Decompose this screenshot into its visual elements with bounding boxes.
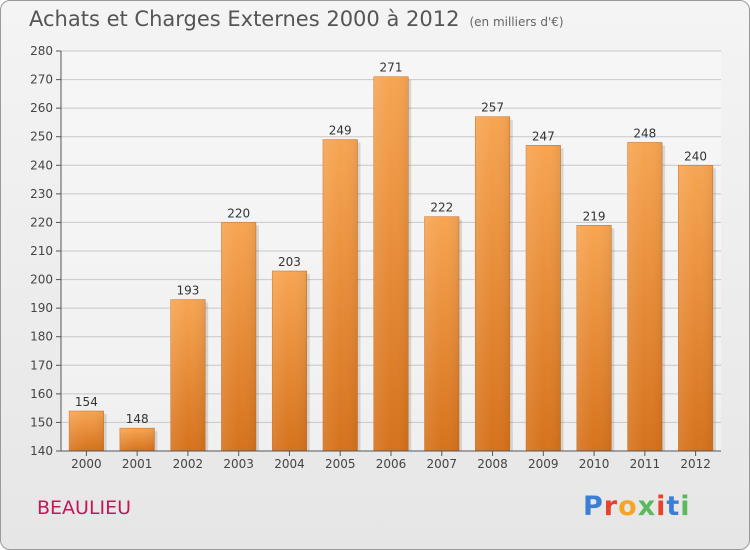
data-labels: 154 148 193 220 203 249 271 222 257 247 219 248 240 [75,61,707,426]
y-tick-label: 220 [30,215,53,229]
data-label: 154 [75,395,98,409]
bars [68,76,716,452]
data-label: 203 [278,255,301,269]
logo-letter: t [666,491,681,522]
y-tick-label: 280 [30,44,53,58]
x-tick-label: 2010 [579,457,610,471]
x-tick-label: 2005 [325,457,356,471]
data-label: 248 [633,126,656,140]
data-label: 222 [430,201,453,215]
y-tick-label: 200 [30,273,53,287]
x-tick-label: 2009 [528,457,559,471]
data-label: 219 [583,209,606,223]
y-tick-label: 210 [30,244,53,258]
x-tick-label: 2011 [630,457,661,471]
x-tick-label: 2000 [71,457,102,471]
bar-highlight [373,76,409,451]
data-label: 257 [481,101,504,115]
logo-letter: i [680,491,691,522]
bar-highlight [69,411,104,451]
chart-title-text: Achats et Charges Externes 2000 à 2012 [29,7,460,31]
bar-highlight [221,222,256,451]
x-tick-label: 2012 [680,457,711,471]
bar-highlight [678,165,713,452]
bar-highlight [627,142,663,451]
data-label: 240 [684,149,707,163]
logo-letter: P [583,491,604,522]
y-tick-label: 250 [30,130,53,144]
bar-highlight [322,139,358,452]
y-tick-label: 140 [30,444,53,458]
proxiti-logo[interactable]: Proxiti [583,491,691,522]
data-label: 271 [380,61,403,75]
x-tick-label: 2008 [477,457,508,471]
y-tick-label: 240 [30,158,53,172]
bar-highlight [272,271,307,451]
x-tick-label: 2004 [274,457,305,471]
y-tick-label: 180 [30,330,53,344]
bar-highlight [576,225,612,451]
x-tick-label: 2003 [223,457,254,471]
logo-letter: i [656,491,667,522]
data-label: 247 [532,129,555,143]
logo-letter: r [603,491,619,522]
data-label: 193 [176,284,199,298]
y-tick-label: 260 [30,101,53,115]
y-tick-label: 190 [30,301,53,315]
data-label: 148 [126,412,149,426]
bar-highlight [424,216,460,451]
bar-highlight [119,428,155,451]
bar-highlight [170,299,206,451]
x-tick-label: 2007 [426,457,457,471]
chart-title: Achats et Charges Externes 2000 à 2012 (e… [29,7,564,31]
bar-highlight [475,116,510,451]
x-tick-label: 2006 [376,457,407,471]
chart-subtitle: (en milliers d'€) [469,15,564,29]
bar-highlight [526,145,561,452]
logo-letter: x [637,491,657,522]
y-tick-label: 230 [30,187,53,201]
data-label: 220 [227,206,250,220]
logo-letter: o [618,491,638,522]
y-tick-label: 150 [30,415,53,429]
x-tick-label: 2002 [173,457,204,471]
y-tick-label: 170 [30,358,53,372]
data-label: 249 [329,124,352,138]
y-tick-label: 160 [30,387,53,401]
x-tick-label: 2001 [122,457,153,471]
axes: 140 150 160 170 180 190 200 210 220 230 240 250 260 2… [30,44,721,471]
city-name: BEAULIEU [37,497,132,519]
y-tick-label: 270 [30,73,53,87]
